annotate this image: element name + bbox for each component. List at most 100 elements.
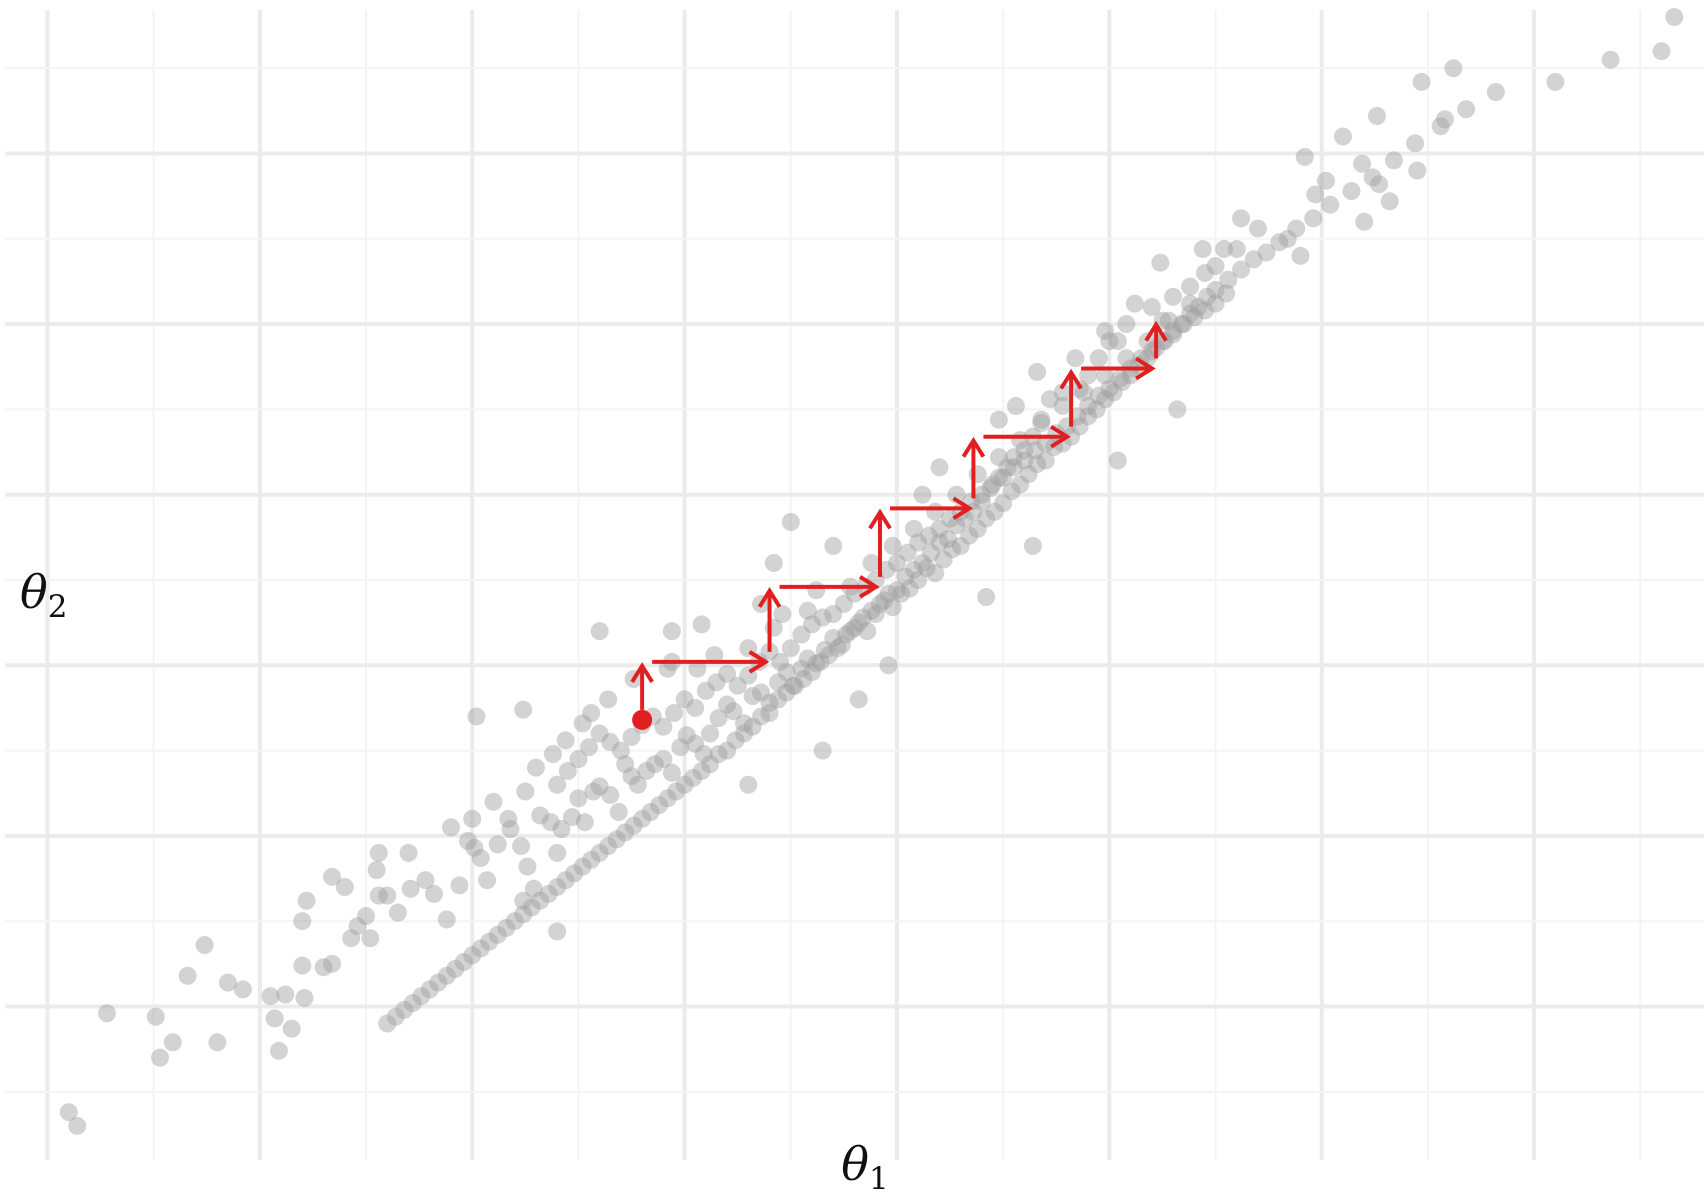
sample-point — [675, 690, 694, 709]
sample-point — [1066, 349, 1085, 368]
x-axis-label: θ1 — [841, 1137, 888, 1197]
sample-point — [399, 843, 418, 862]
sample-point — [501, 820, 520, 839]
sample-point — [813, 608, 832, 627]
sample-point — [1321, 195, 1340, 214]
sample-point — [667, 782, 686, 801]
sample-point — [879, 584, 898, 603]
sample-point — [1367, 107, 1386, 125]
sample-point — [1333, 127, 1352, 146]
sample-point — [692, 762, 711, 781]
sample-point — [1406, 134, 1425, 153]
sample-points — [59, 8, 1684, 1135]
sample-point — [1070, 417, 1089, 436]
sample-point — [735, 714, 754, 733]
sample-point — [1028, 362, 1047, 381]
sample-point — [1117, 315, 1136, 334]
sample-point — [499, 809, 518, 828]
sample-point — [739, 775, 758, 794]
sample-point — [607, 830, 626, 849]
sample-point — [1028, 455, 1047, 473]
sample-point — [516, 782, 535, 801]
sample-point — [1125, 294, 1144, 313]
sample-point — [1257, 243, 1276, 262]
sample-point — [989, 448, 1008, 467]
sample-point — [1546, 72, 1565, 91]
sample-point — [1601, 50, 1620, 69]
sample-point — [1006, 397, 1025, 415]
sample-point — [1113, 373, 1132, 392]
sample-point — [297, 891, 316, 910]
sample-point — [1206, 294, 1225, 313]
sample-point — [569, 789, 588, 808]
sample-point — [870, 594, 889, 613]
sample-point — [1074, 383, 1093, 402]
sample-point — [1219, 270, 1238, 289]
sample-point — [531, 891, 550, 910]
sample-point — [686, 698, 705, 717]
sample-point — [424, 884, 443, 903]
sample-point — [879, 656, 898, 675]
sample-point — [590, 777, 609, 796]
sample-point — [1353, 154, 1372, 173]
path-start-point — [632, 709, 653, 730]
sample-point — [1100, 332, 1119, 351]
sample-point — [951, 536, 970, 555]
sample-point — [930, 458, 949, 477]
sample-point — [1181, 304, 1200, 323]
sample-point — [1295, 147, 1314, 166]
sample-point — [584, 782, 603, 801]
sample-point — [437, 966, 456, 985]
sample-point — [909, 571, 928, 589]
sample-point — [792, 625, 811, 644]
sample-point — [1089, 349, 1108, 368]
sample-point — [709, 709, 728, 728]
sample-point — [580, 738, 599, 757]
sample-point — [1032, 414, 1051, 433]
sample-point — [403, 994, 422, 1013]
sample-point — [261, 987, 280, 1006]
sample-point — [926, 502, 945, 521]
sample-point — [947, 516, 966, 535]
sample-point — [989, 468, 1008, 487]
sample-point — [1408, 161, 1427, 180]
sample-point — [1053, 397, 1072, 415]
sample-point — [777, 663, 796, 682]
sample-point — [497, 919, 516, 937]
sample-point — [59, 1103, 78, 1122]
sample-point — [295, 988, 314, 1007]
sample-point — [531, 806, 550, 825]
sample-point — [450, 876, 469, 895]
sample-point — [930, 519, 949, 538]
sample-point — [633, 809, 652, 828]
sample-point — [1244, 250, 1263, 269]
sample-point — [1172, 315, 1191, 334]
sample-point — [913, 485, 932, 504]
sample-point — [1412, 72, 1431, 91]
sample-point — [1370, 175, 1389, 194]
sample-point — [658, 789, 677, 808]
sample-point — [441, 818, 460, 837]
sample-point — [1164, 287, 1183, 306]
sample-point — [1249, 219, 1268, 238]
sample-point — [1306, 185, 1325, 204]
sample-point — [1015, 441, 1034, 460]
sample-point — [739, 639, 758, 658]
sample-point — [412, 987, 431, 1006]
sample-point — [853, 608, 872, 627]
sample-point — [163, 1033, 182, 1052]
sample-point — [696, 681, 715, 700]
sample-point — [543, 745, 562, 763]
sample-point — [1363, 168, 1382, 187]
sample-point — [269, 1041, 288, 1060]
sample-point — [601, 733, 620, 752]
sample-point — [429, 973, 448, 992]
sample-point — [582, 704, 601, 723]
sample-point — [1270, 233, 1289, 252]
sample-point — [998, 458, 1017, 477]
sample-point — [943, 540, 962, 559]
sample-point — [1457, 100, 1476, 119]
sample-point — [898, 543, 917, 562]
sample-point — [1206, 281, 1225, 299]
